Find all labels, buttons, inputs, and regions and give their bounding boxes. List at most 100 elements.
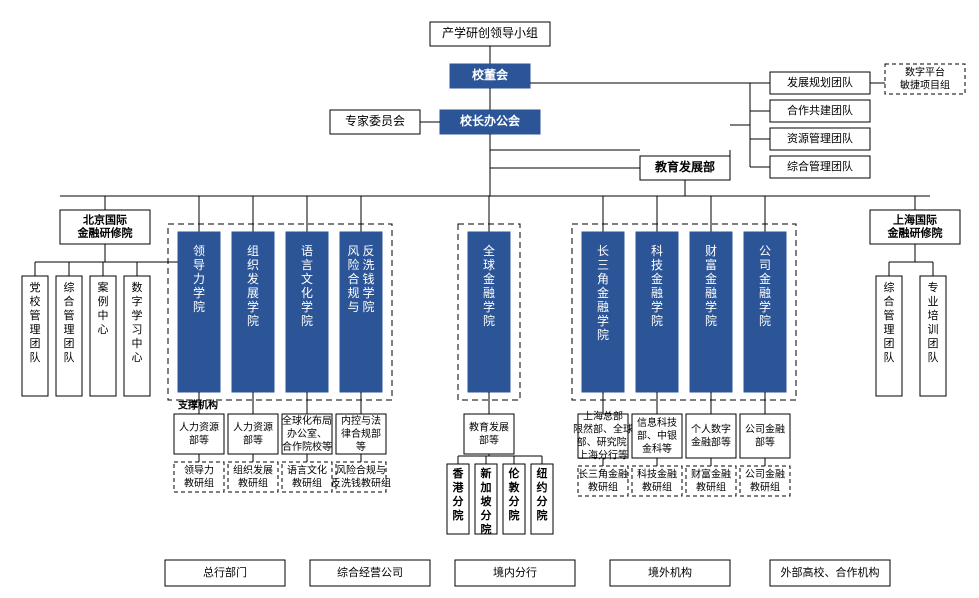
svg-text:数: 数: [132, 281, 143, 294]
svg-text:香: 香: [452, 466, 465, 480]
svg-text:院: 院: [483, 314, 495, 328]
node-ga-col-3: [340, 232, 382, 392]
svg-text:融: 融: [651, 286, 663, 300]
svg-text:坡: 坡: [481, 494, 493, 508]
svg-text:分: 分: [453, 494, 464, 508]
svg-text:学: 学: [759, 299, 771, 314]
svg-text:文: 文: [301, 271, 313, 286]
label-gb-col-2: 财富金融学院: [705, 244, 717, 328]
svg-text:金: 金: [597, 285, 609, 300]
label-branch-1: 新加坡分院: [480, 466, 493, 536]
svg-text:公: 公: [759, 244, 771, 258]
svg-text:化: 化: [301, 286, 313, 300]
svg-text:队: 队: [30, 350, 41, 364]
svg-text:队: 队: [64, 350, 75, 364]
svg-text:分: 分: [481, 508, 492, 522]
label-office: 校长办公会: [460, 113, 521, 128]
svg-text:理: 理: [64, 323, 75, 336]
label-bottom-3: 境外机构: [648, 565, 692, 579]
svg-text:险: 险: [347, 257, 359, 272]
label-gb-col-1: 科技金融学院: [651, 244, 663, 328]
label-bottom-1: 综合经营公司: [337, 565, 403, 579]
label-bottom-4: 外部高校、合作机构: [781, 565, 880, 579]
node-ga-sup-1: [228, 414, 278, 454]
svg-text:领: 领: [193, 244, 205, 258]
label-ga-col-3: 反洗钱学院: [362, 244, 374, 314]
label-left-inst: 北京国际金融研修院: [77, 212, 133, 239]
svg-text:学: 学: [705, 299, 717, 314]
svg-text:语: 语: [301, 244, 313, 258]
svg-text:队: 队: [884, 350, 895, 364]
svg-text:力: 力: [193, 272, 205, 286]
label-ga-col-0: 领导力学院: [193, 244, 205, 314]
svg-text:导: 导: [193, 258, 205, 272]
label-support-hdr: 支撑机构: [177, 399, 218, 412]
svg-text:管: 管: [884, 308, 895, 322]
svg-text:业: 业: [928, 295, 939, 308]
svg-text:分: 分: [509, 494, 520, 508]
svg-text:综: 综: [64, 280, 75, 294]
svg-text:院: 院: [509, 508, 520, 522]
svg-text:理: 理: [884, 323, 895, 336]
svg-text:三: 三: [597, 258, 609, 272]
svg-text:管: 管: [64, 308, 75, 322]
label-expert: 专家委员会: [345, 113, 405, 128]
svg-text:团: 团: [884, 337, 895, 350]
svg-text:院: 院: [301, 314, 313, 328]
svg-text:科: 科: [651, 244, 663, 258]
svg-text:心: 心: [132, 351, 143, 364]
svg-text:字: 字: [132, 294, 143, 308]
svg-text:院: 院: [597, 328, 609, 342]
svg-text:约: 约: [537, 480, 548, 494]
svg-text:展: 展: [247, 286, 259, 300]
svg-text:队: 队: [928, 350, 939, 364]
svg-text:习: 习: [132, 324, 143, 336]
svg-text:加: 加: [480, 480, 492, 494]
svg-text:院: 院: [193, 300, 205, 314]
svg-text:金: 金: [705, 271, 717, 286]
svg-text:融: 融: [483, 286, 495, 300]
svg-text:院: 院: [247, 314, 259, 328]
svg-text:与: 与: [347, 300, 359, 314]
svg-text:富: 富: [705, 257, 717, 272]
svg-text:培: 培: [928, 308, 939, 322]
label-ga-sup-2: 全球化布局办公室、合作院校等: [282, 414, 332, 453]
label-ga-col-3: 风险合规与: [347, 244, 359, 314]
svg-text:融: 融: [705, 286, 717, 300]
svg-text:司: 司: [759, 258, 771, 272]
label-gb-col-0: 长三角金融学院: [597, 244, 609, 342]
svg-text:技: 技: [651, 258, 663, 272]
svg-text:长: 长: [597, 244, 609, 258]
node-ga-sup-0: [174, 414, 224, 454]
label-team-0: 发展规划团队: [787, 75, 853, 89]
svg-text:金: 金: [483, 271, 495, 286]
svg-text:港: 港: [453, 480, 465, 494]
svg-text:党: 党: [30, 281, 41, 294]
svg-text:球: 球: [483, 258, 495, 272]
label-bottom-0: 总行部门: [203, 565, 247, 579]
svg-text:伦: 伦: [509, 466, 521, 480]
svg-text:学: 学: [301, 299, 313, 314]
label-team-1: 合作共建团队: [787, 103, 853, 117]
svg-text:中: 中: [132, 337, 143, 350]
node-gb-sup-3: [740, 414, 790, 458]
svg-text:院: 院: [651, 314, 663, 328]
svg-text:心: 心: [98, 323, 109, 336]
svg-text:团: 团: [64, 337, 75, 350]
svg-text:学: 学: [651, 299, 663, 314]
label-bottom-2: 境内分行: [493, 565, 537, 579]
svg-text:言: 言: [301, 258, 313, 272]
svg-text:全: 全: [483, 243, 495, 258]
svg-text:院: 院: [705, 314, 717, 328]
svg-text:敦: 敦: [509, 480, 521, 494]
label-center-col: 全球金融学院: [483, 243, 495, 328]
svg-text:管: 管: [30, 308, 41, 322]
label-board: 校董会: [472, 67, 509, 82]
label-gb-sup-1: 信息科技部、中银金科等: [637, 416, 677, 455]
svg-text:合: 合: [347, 271, 359, 286]
svg-text:学: 学: [362, 285, 374, 300]
svg-text:反: 反: [362, 244, 374, 258]
svg-text:纽: 纽: [537, 466, 548, 480]
svg-text:院: 院: [453, 508, 464, 522]
svg-text:案: 案: [98, 280, 109, 294]
